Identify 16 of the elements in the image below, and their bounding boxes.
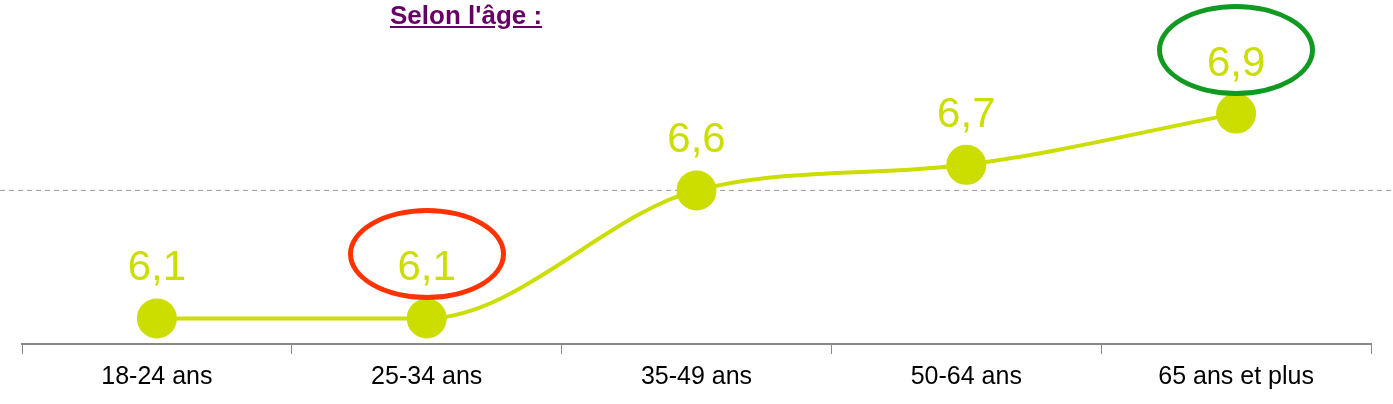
point [946,144,987,185]
data-label: 6,1 [127,242,187,290]
x-tick-label: 25-34 ans [371,360,483,389]
data-label: 6,9 [1206,37,1266,85]
x-tick-label: 65 ans et plus [1158,360,1314,389]
point [676,170,717,211]
x-tick-label: 35-49 ans [640,360,753,389]
x-tick-label: 18-24 ans [101,360,213,389]
data-label: 6,7 [937,88,996,136]
point [406,298,447,339]
point [1216,93,1257,134]
x-tick-label: 50-64 ans [910,360,1022,389]
chart-title: Selon l'âge : [390,0,543,31]
point [136,298,177,339]
data-label: 6,1 [397,242,456,290]
data-label: 6,6 [667,114,726,162]
